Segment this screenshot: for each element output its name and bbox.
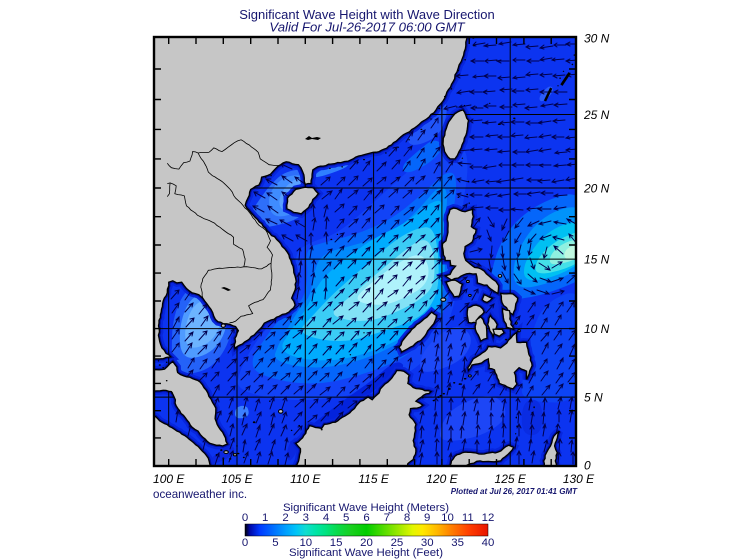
svg-text:3: 3 xyxy=(303,512,309,524)
svg-text:25: 25 xyxy=(391,537,404,549)
svg-text:30: 30 xyxy=(421,537,434,549)
svg-text:1: 1 xyxy=(262,512,268,524)
svg-text:6: 6 xyxy=(363,512,369,524)
svg-text:11: 11 xyxy=(462,512,474,524)
svg-text:40: 40 xyxy=(482,537,495,549)
svg-text:115 E: 115 E xyxy=(358,472,389,486)
svg-text:100 E: 100 E xyxy=(153,472,185,486)
svg-text:Significant Wave Height (Meter: Significant Wave Height (Meters) xyxy=(283,502,449,514)
svg-text:15 N: 15 N xyxy=(584,252,610,266)
svg-text:120 E: 120 E xyxy=(426,472,458,486)
svg-text:0: 0 xyxy=(242,537,248,549)
svg-text:110 E: 110 E xyxy=(290,472,321,486)
svg-text:2: 2 xyxy=(282,512,288,524)
svg-text:Valid For Jul-26-2017 06:00 GM: Valid For Jul-26-2017 06:00 GMT xyxy=(269,20,465,35)
svg-text:35: 35 xyxy=(451,537,464,549)
svg-text:oceanweather inc.: oceanweather inc. xyxy=(153,488,247,501)
svg-text:9: 9 xyxy=(424,512,430,524)
svg-text:125 E: 125 E xyxy=(495,472,527,486)
svg-text:Significant Wave Height (Feet): Significant Wave Height (Feet) xyxy=(289,547,443,559)
svg-text:12: 12 xyxy=(482,512,495,524)
svg-text:0: 0 xyxy=(584,458,591,472)
svg-text:25 N: 25 N xyxy=(583,108,610,122)
svg-text:5: 5 xyxy=(272,537,278,549)
svg-text:5: 5 xyxy=(343,512,349,524)
svg-text:15: 15 xyxy=(330,537,343,549)
svg-text:Plotted at Jul 26, 2017 01:41: Plotted at Jul 26, 2017 01:41 GMT xyxy=(451,487,578,496)
svg-text:Significant Wave Height with W: Significant Wave Height with Wave Direct… xyxy=(239,7,495,22)
svg-text:0: 0 xyxy=(242,512,248,524)
svg-text:7: 7 xyxy=(384,512,390,524)
svg-text:8: 8 xyxy=(404,512,410,524)
svg-text:20 N: 20 N xyxy=(583,181,610,195)
svg-text:10 N: 10 N xyxy=(584,322,610,336)
svg-text:130 E: 130 E xyxy=(563,472,595,486)
svg-text:20: 20 xyxy=(360,537,373,549)
svg-text:105 E: 105 E xyxy=(221,472,253,486)
svg-text:30 N: 30 N xyxy=(584,31,610,45)
svg-text:4: 4 xyxy=(323,512,329,524)
svg-text:10: 10 xyxy=(441,512,454,524)
svg-text:10: 10 xyxy=(299,537,312,549)
svg-text:5 N: 5 N xyxy=(584,390,603,404)
